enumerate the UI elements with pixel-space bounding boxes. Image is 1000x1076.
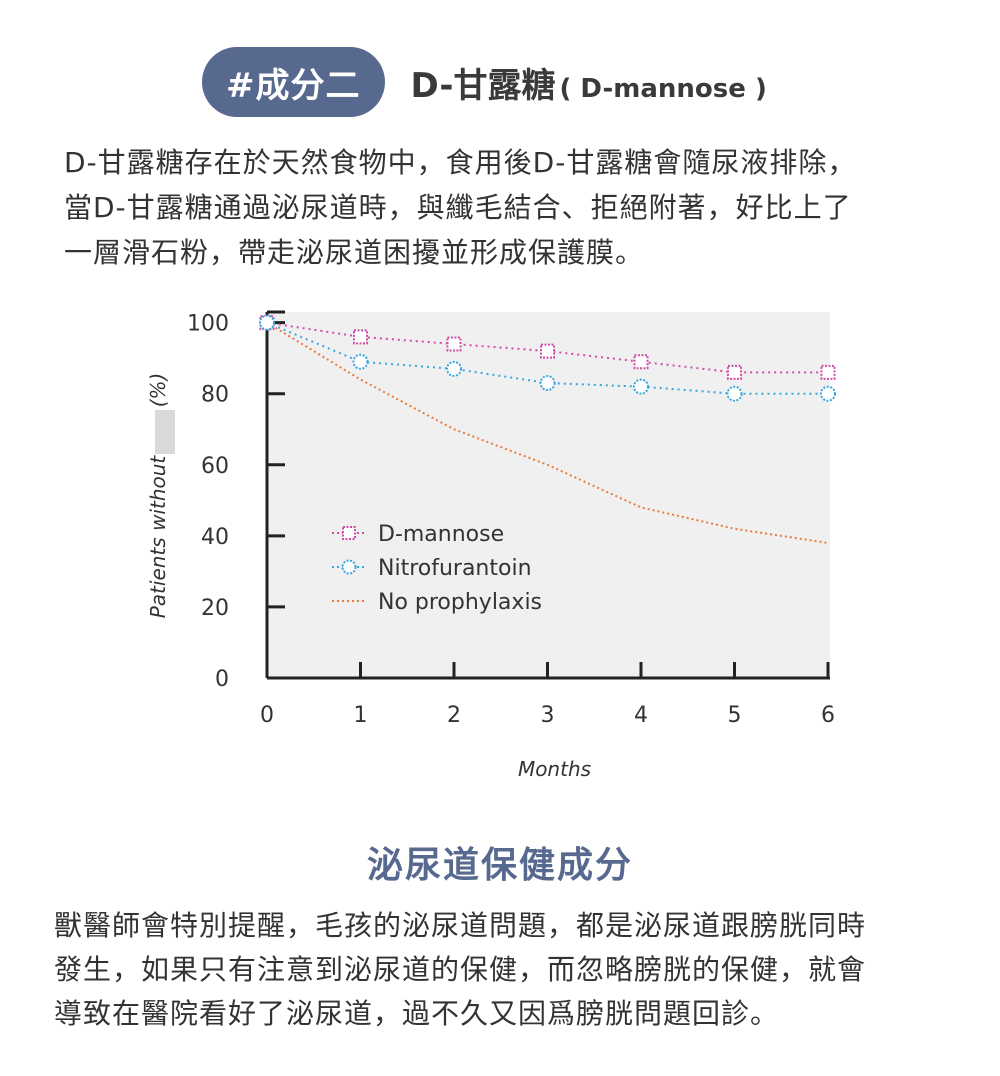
data-point-circle: [633, 378, 649, 395]
redacted-word: [155, 410, 175, 454]
section-paragraph: 獸醫師會特別提醒，毛孩的泌尿道問題，都是泌尿道跟膀胱同時 發生，如果只有注意到泌…: [54, 904, 954, 1036]
legend-label: No prophylaxis: [378, 590, 542, 615]
x-tick-label: 5: [728, 703, 742, 728]
data-point-circle: [259, 314, 275, 331]
x-tick-label: 4: [634, 703, 648, 728]
data-point-circle: [446, 360, 462, 377]
series-line-2: [266, 321, 829, 544]
ingredient-title: D-甘露糖 ( D-mannose ): [411, 58, 767, 107]
y-tick-label: 100: [187, 312, 229, 337]
data-point-square: [633, 354, 649, 370]
section-title: 泌尿道保健成分: [366, 845, 633, 886]
x-tick-label: 3: [541, 703, 555, 728]
y-tick-label: 80: [201, 383, 229, 408]
legend-marker-square: [342, 526, 356, 540]
x-tick-label: 2: [447, 703, 461, 728]
data-point-circle: [820, 385, 836, 402]
y-tick-label: 60: [201, 454, 229, 479]
intro-paragraph: D-甘露糖存在於天然食物中，食用後D-甘露糖會隨尿液排除， 當D-甘露糖通過泌尿…: [64, 140, 944, 275]
x-tick-label: 0: [260, 703, 274, 728]
data-point-square: [446, 336, 462, 352]
section-line: 獸醫師會特別提醒，毛孩的泌尿道問題，都是泌尿道跟膀胱同時: [54, 909, 867, 942]
data-point-circle: [726, 385, 743, 402]
section-line: 發生，如果只有注意到泌尿道的保健，而忽略膀胱的保健，就會: [54, 953, 867, 986]
data-point-circle: [352, 353, 369, 370]
header: #成分二 D-甘露糖 ( D-mannose ): [202, 46, 767, 118]
data-point-square: [540, 343, 555, 359]
ingredient-badge: #成分二: [202, 47, 385, 117]
section-line: 導致在醫院看好了泌尿道，過不久又因爲膀胱問題回診。: [54, 997, 780, 1030]
data-point-square: [353, 329, 368, 345]
ingredient-title-sub: ( D-mannose ): [559, 73, 767, 104]
legend-marker-circle: [341, 559, 357, 575]
y-tick-label: 0: [215, 667, 229, 692]
legend-label: Nitrofurantoin: [378, 556, 532, 581]
intro-line: 當D-甘露糖通過泌尿道時，與纖毛結合、拒絕附著，好比上了: [64, 191, 852, 224]
plot-background: [267, 312, 830, 678]
intro-line: 一層滑石粉，帶走泌尿道困擾並形成保護膜。: [64, 236, 645, 269]
intro-line: D-甘露糖存在於天然食物中，食用後D-甘露糖會隨尿液排除，: [64, 146, 857, 179]
x-tick-label: 6: [821, 703, 835, 728]
y-tick-label: 40: [201, 525, 229, 550]
ingredient-title-main: D-甘露糖: [410, 65, 556, 106]
y-axis-label: Patients without: [146, 455, 170, 619]
legend-label: D-mannose: [378, 522, 504, 547]
data-point-circle: [539, 375, 556, 392]
x-axis-label: Months: [518, 757, 591, 781]
x-tick-label: 1: [354, 703, 368, 728]
data-point-square: [727, 364, 742, 380]
y-tick-label: 20: [201, 596, 229, 621]
survival-line-chart: 0 20 40 60 80 100 0 1 2 3 4 5 6 Months Patients withou…: [146, 310, 836, 781]
data-point-square: [820, 364, 836, 380]
y-axis-unit: (%): [146, 373, 170, 408]
